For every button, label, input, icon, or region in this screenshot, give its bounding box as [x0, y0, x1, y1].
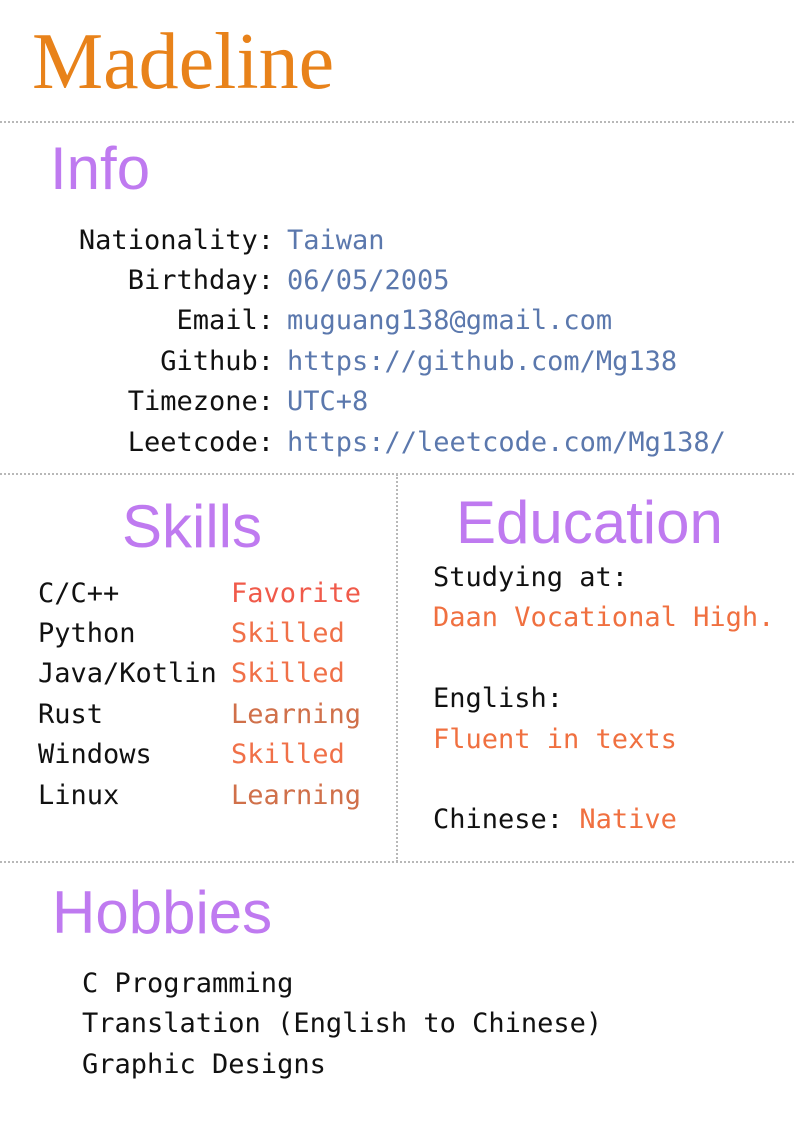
- chinese-line: Chinese: Native: [433, 800, 793, 840]
- info-label: Github:: [160, 345, 274, 377]
- hobby-item: C Programming: [82, 968, 294, 999]
- skill-row: Python Skilled: [38, 613, 388, 653]
- hobby-item: Translation (English to Chinese): [82, 1008, 603, 1040]
- hobbies-title: Hobbies: [52, 879, 273, 946]
- resume-name: Madeline: [32, 18, 335, 106]
- hobby-item: Graphic Designs: [82, 1048, 326, 1080]
- divider-top: [0, 121, 794, 123]
- studying-label: Studying at:: [433, 562, 629, 593]
- info-row-timezone: Timezone: UTC+8: [0, 382, 794, 422]
- info-row-leetcode: Leetcode: https://leetcode.com/Mg138/: [0, 422, 794, 462]
- info-label: Email:: [176, 305, 274, 337]
- skill-row: Rust Learning: [38, 694, 388, 734]
- skill-level: Skilled: [231, 618, 345, 650]
- skill-level: Skilled: [231, 658, 345, 690]
- info-row-birthday: Birthday: 06/05/2005: [0, 260, 794, 300]
- skill-row: Windows Skilled: [38, 735, 388, 775]
- skill-name: Java/Kotlin: [38, 658, 217, 690]
- skill-name: Linux: [38, 779, 120, 811]
- info-row-email: Email: muguang138@gmail.com: [0, 301, 794, 341]
- info-row-github: Github: https://github.com/Mg138: [0, 341, 794, 381]
- info-value: 06/05/2005: [287, 265, 450, 297]
- skill-row: C/C++ Favorite: [38, 573, 388, 613]
- info-label: Birthday:: [127, 265, 274, 297]
- english-value: Fluent in texts: [433, 723, 677, 755]
- skills-list: C/C++ Favorite Python Skilled Java/Kotli…: [38, 573, 388, 815]
- info-table: Nationality: Taiwan Birthday: 06/05/2005…: [0, 220, 794, 462]
- skill-name: Windows: [38, 739, 152, 771]
- skill-level: Learning: [231, 779, 362, 811]
- studying-value: Daan Vocational High.: [433, 602, 775, 634]
- skill-row: Linux Learning: [38, 775, 388, 815]
- hobbies-list: C Programming Translation (English to Ch…: [82, 964, 602, 1085]
- github-link[interactable]: https://github.com/Mg138: [287, 345, 678, 377]
- education-title: Education: [456, 489, 723, 556]
- info-value: Taiwan: [287, 224, 385, 256]
- spacer: [433, 639, 793, 679]
- chinese-label: Chinese:: [433, 804, 564, 836]
- info-title: Info: [50, 135, 151, 202]
- skill-level: Skilled: [231, 739, 345, 771]
- divider-bottom: [0, 861, 794, 863]
- email-link[interactable]: muguang138@gmail.com: [287, 305, 613, 337]
- info-label: Timezone:: [127, 386, 274, 418]
- spacer: [433, 760, 793, 800]
- skill-row: Java/Kotlin Skilled: [38, 654, 388, 694]
- skill-level: Learning: [231, 698, 362, 730]
- divider-vertical: [396, 474, 398, 862]
- education-block: Studying at: Daan Vocational High. Engli…: [433, 558, 793, 841]
- info-row-nationality: Nationality: Taiwan: [0, 220, 794, 260]
- info-label: Leetcode:: [127, 426, 274, 458]
- skill-name: Python: [38, 618, 136, 650]
- info-label: Nationality:: [78, 224, 274, 256]
- info-value: UTC+8: [287, 386, 369, 418]
- skill-level: Favorite: [231, 577, 362, 609]
- chinese-value: Native: [579, 804, 677, 836]
- english-label: English:: [433, 683, 564, 715]
- leetcode-link[interactable]: https://leetcode.com/Mg138/: [287, 426, 726, 458]
- skill-name: Rust: [38, 698, 104, 730]
- skills-title: Skills: [122, 493, 263, 560]
- skill-name: C/C++: [38, 577, 120, 609]
